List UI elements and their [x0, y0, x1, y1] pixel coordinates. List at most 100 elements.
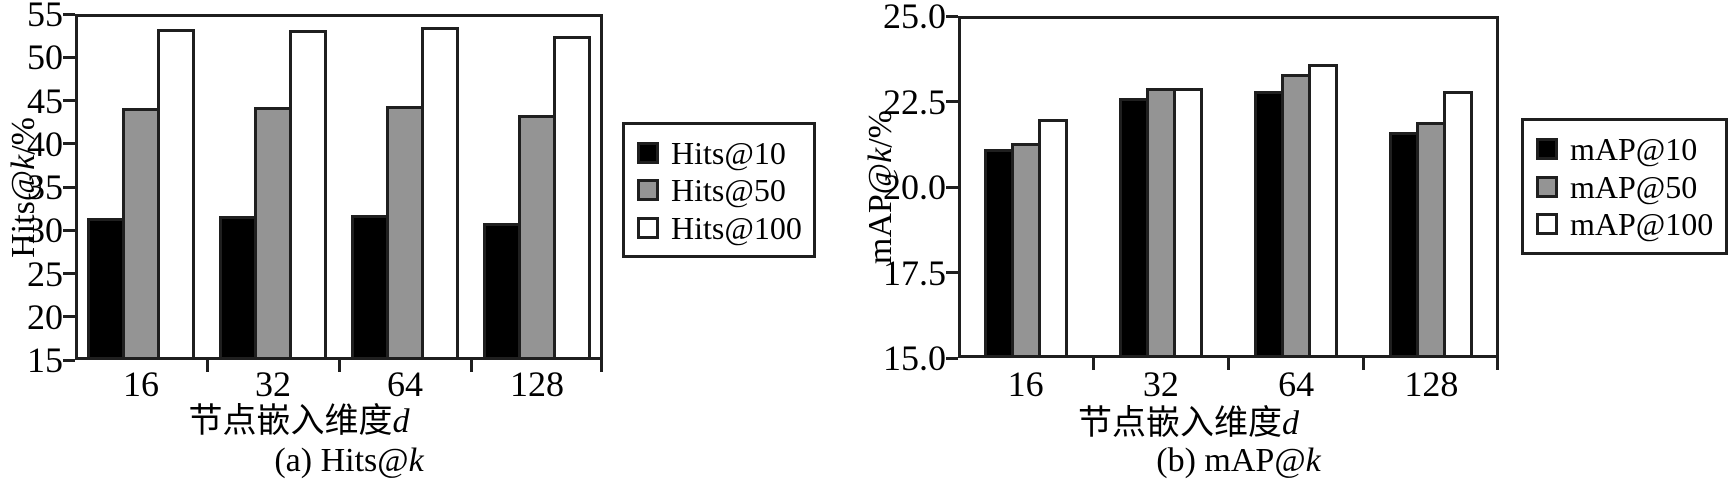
- bar-Hits@50-32: [254, 107, 292, 360]
- bar-Hits@50-64: [386, 105, 424, 360]
- bar-Hits@10-16: [87, 218, 125, 360]
- panel-caption: (a) Hits@k: [85, 442, 613, 480]
- y-tick-label: 15: [27, 340, 63, 380]
- bar-Hits@10-64: [351, 214, 389, 360]
- legend-item: Hits@10: [637, 137, 801, 169]
- text-part: Hits@: [5, 169, 42, 258]
- y-axis-label: Hits@k/%: [0, 14, 48, 360]
- y-axis-label-text: mAP@k/%: [862, 110, 900, 264]
- y-axis-tick: [946, 271, 958, 274]
- y-axis-label: mAP@k/%: [860, 16, 902, 358]
- y-axis-tick: [946, 100, 958, 103]
- y-tick-label: 20: [27, 296, 63, 337]
- y-tick-label: 55: [27, 0, 63, 34]
- variable-glyph: k: [1305, 442, 1321, 479]
- text-part: (b) mAP@: [1156, 442, 1306, 479]
- legend-swatch: [637, 141, 659, 164]
- variable-glyph: k: [408, 442, 424, 479]
- y-axis-tick: [63, 272, 75, 275]
- y-tick-label: 30: [27, 210, 63, 251]
- legend-label: mAP@50: [1570, 168, 1698, 205]
- x-tick-label: 64: [387, 364, 423, 404]
- bar-mAP@100-16: [1037, 118, 1068, 358]
- legend: mAP@10 mAP@50 mAP@100: [1521, 118, 1728, 255]
- legend-item: Hits@50: [637, 174, 801, 206]
- text-part: 节点嵌入维度: [188, 403, 393, 440]
- legend-label: mAP@100: [1570, 206, 1714, 243]
- variable-glyph: d: [392, 403, 410, 440]
- legend-swatch: [1536, 175, 1558, 198]
- y-tick-label: 25: [27, 253, 63, 294]
- y-axis-tick: [63, 99, 75, 102]
- y-tick-label: 45: [27, 80, 63, 121]
- x-axis-tick: [205, 360, 209, 372]
- x-tick-label: 32: [255, 364, 291, 404]
- bar-mAP@100-64: [1308, 63, 1339, 358]
- y-axis-tick: [63, 55, 75, 59]
- legend-item: mAP@10: [1536, 133, 1713, 165]
- y-axis-label-text: Hits@k/%: [5, 117, 43, 258]
- panel-caption: (b) mAP@k: [968, 442, 1509, 480]
- legend-swatch: [637, 179, 659, 201]
- x-tick-label: 128: [510, 364, 564, 404]
- bar-mAP@10-16: [983, 149, 1014, 358]
- bar-Hits@100-128: [553, 35, 591, 360]
- panel-hits: 15 20 25 30 35 40 45 50 55 16 32 64 128 Hits@k/% 节点嵌入维…: [0, 0, 860, 480]
- x-tick-label: 16: [123, 364, 159, 404]
- legend-label: Hits@50: [671, 172, 786, 208]
- y-tick-label: 40: [27, 123, 63, 164]
- x-tick-label: 128: [1404, 364, 1459, 404]
- y-axis-tick: [63, 185, 75, 189]
- y-axis-tick: [63, 12, 75, 16]
- legend-label: Hits@10: [671, 134, 786, 171]
- y-axis-tick: [63, 228, 75, 232]
- panel-map: 15.0 17.5 20.0 22.5 25.0 16 32 64 128 mAP@k/% 节点嵌入…: [860, 0, 1734, 480]
- bar-mAP@50-32: [1145, 87, 1176, 358]
- x-axis-tick: [1091, 358, 1095, 370]
- x-axis-tick: [1227, 358, 1230, 370]
- y-tick-label: 17.5: [883, 252, 946, 293]
- y-tick-label: 25.0: [883, 0, 946, 36]
- legend-swatch: [1536, 213, 1558, 236]
- x-axis-label: 节点嵌入维度d: [918, 404, 1459, 444]
- bar-mAP@50-128: [1416, 122, 1447, 358]
- text-part: 节点嵌入维度: [1078, 405, 1282, 442]
- y-axis-tick: [63, 315, 75, 319]
- y-axis-tick: [63, 142, 75, 146]
- x-axis-tick: [1496, 358, 1499, 370]
- bar-mAP@100-32: [1172, 87, 1203, 358]
- legend: Hits@10 Hits@50 Hits@100: [622, 122, 816, 258]
- legend-swatch: [637, 216, 659, 239]
- y-axis-tick: [946, 14, 958, 18]
- legend-label: Hits@100: [671, 209, 802, 246]
- x-tick-label: 32: [1142, 364, 1179, 404]
- y-tick-label: 20.0: [883, 167, 946, 207]
- text-part: /%: [862, 109, 899, 148]
- bar-Hits@100-16: [157, 28, 195, 360]
- y-tick-label: 15.0: [883, 338, 946, 378]
- text-part: mAP@: [862, 162, 899, 265]
- x-tick-label: 64: [1278, 364, 1315, 404]
- x-axis-tick: [337, 360, 341, 372]
- x-axis-tick: [600, 360, 603, 372]
- bar-mAP@10-32: [1118, 98, 1149, 358]
- variable-glyph: k: [5, 154, 42, 170]
- bar-mAP@50-16: [1010, 142, 1041, 358]
- text-part: (a) Hits@: [274, 442, 409, 479]
- y-tick-label: 50: [27, 37, 63, 78]
- legend-item: Hits@100: [637, 209, 802, 246]
- bar-Hits@100-32: [289, 30, 327, 360]
- bar-Hits@50-16: [122, 108, 160, 360]
- bar-mAP@10-64: [1254, 91, 1285, 358]
- text-part: /%: [5, 116, 42, 155]
- y-axis-tick: [63, 358, 75, 362]
- y-tick-label: 35: [27, 167, 63, 207]
- x-axis-tick: [1362, 358, 1366, 370]
- bar-Hits@10-128: [483, 223, 521, 360]
- variable-glyph: k: [862, 147, 899, 163]
- bar-Hits@100-64: [421, 26, 459, 360]
- legend-item: mAP@100: [1536, 208, 1713, 240]
- y-axis-tick: [946, 356, 958, 360]
- x-tick-label: 16: [1007, 364, 1044, 404]
